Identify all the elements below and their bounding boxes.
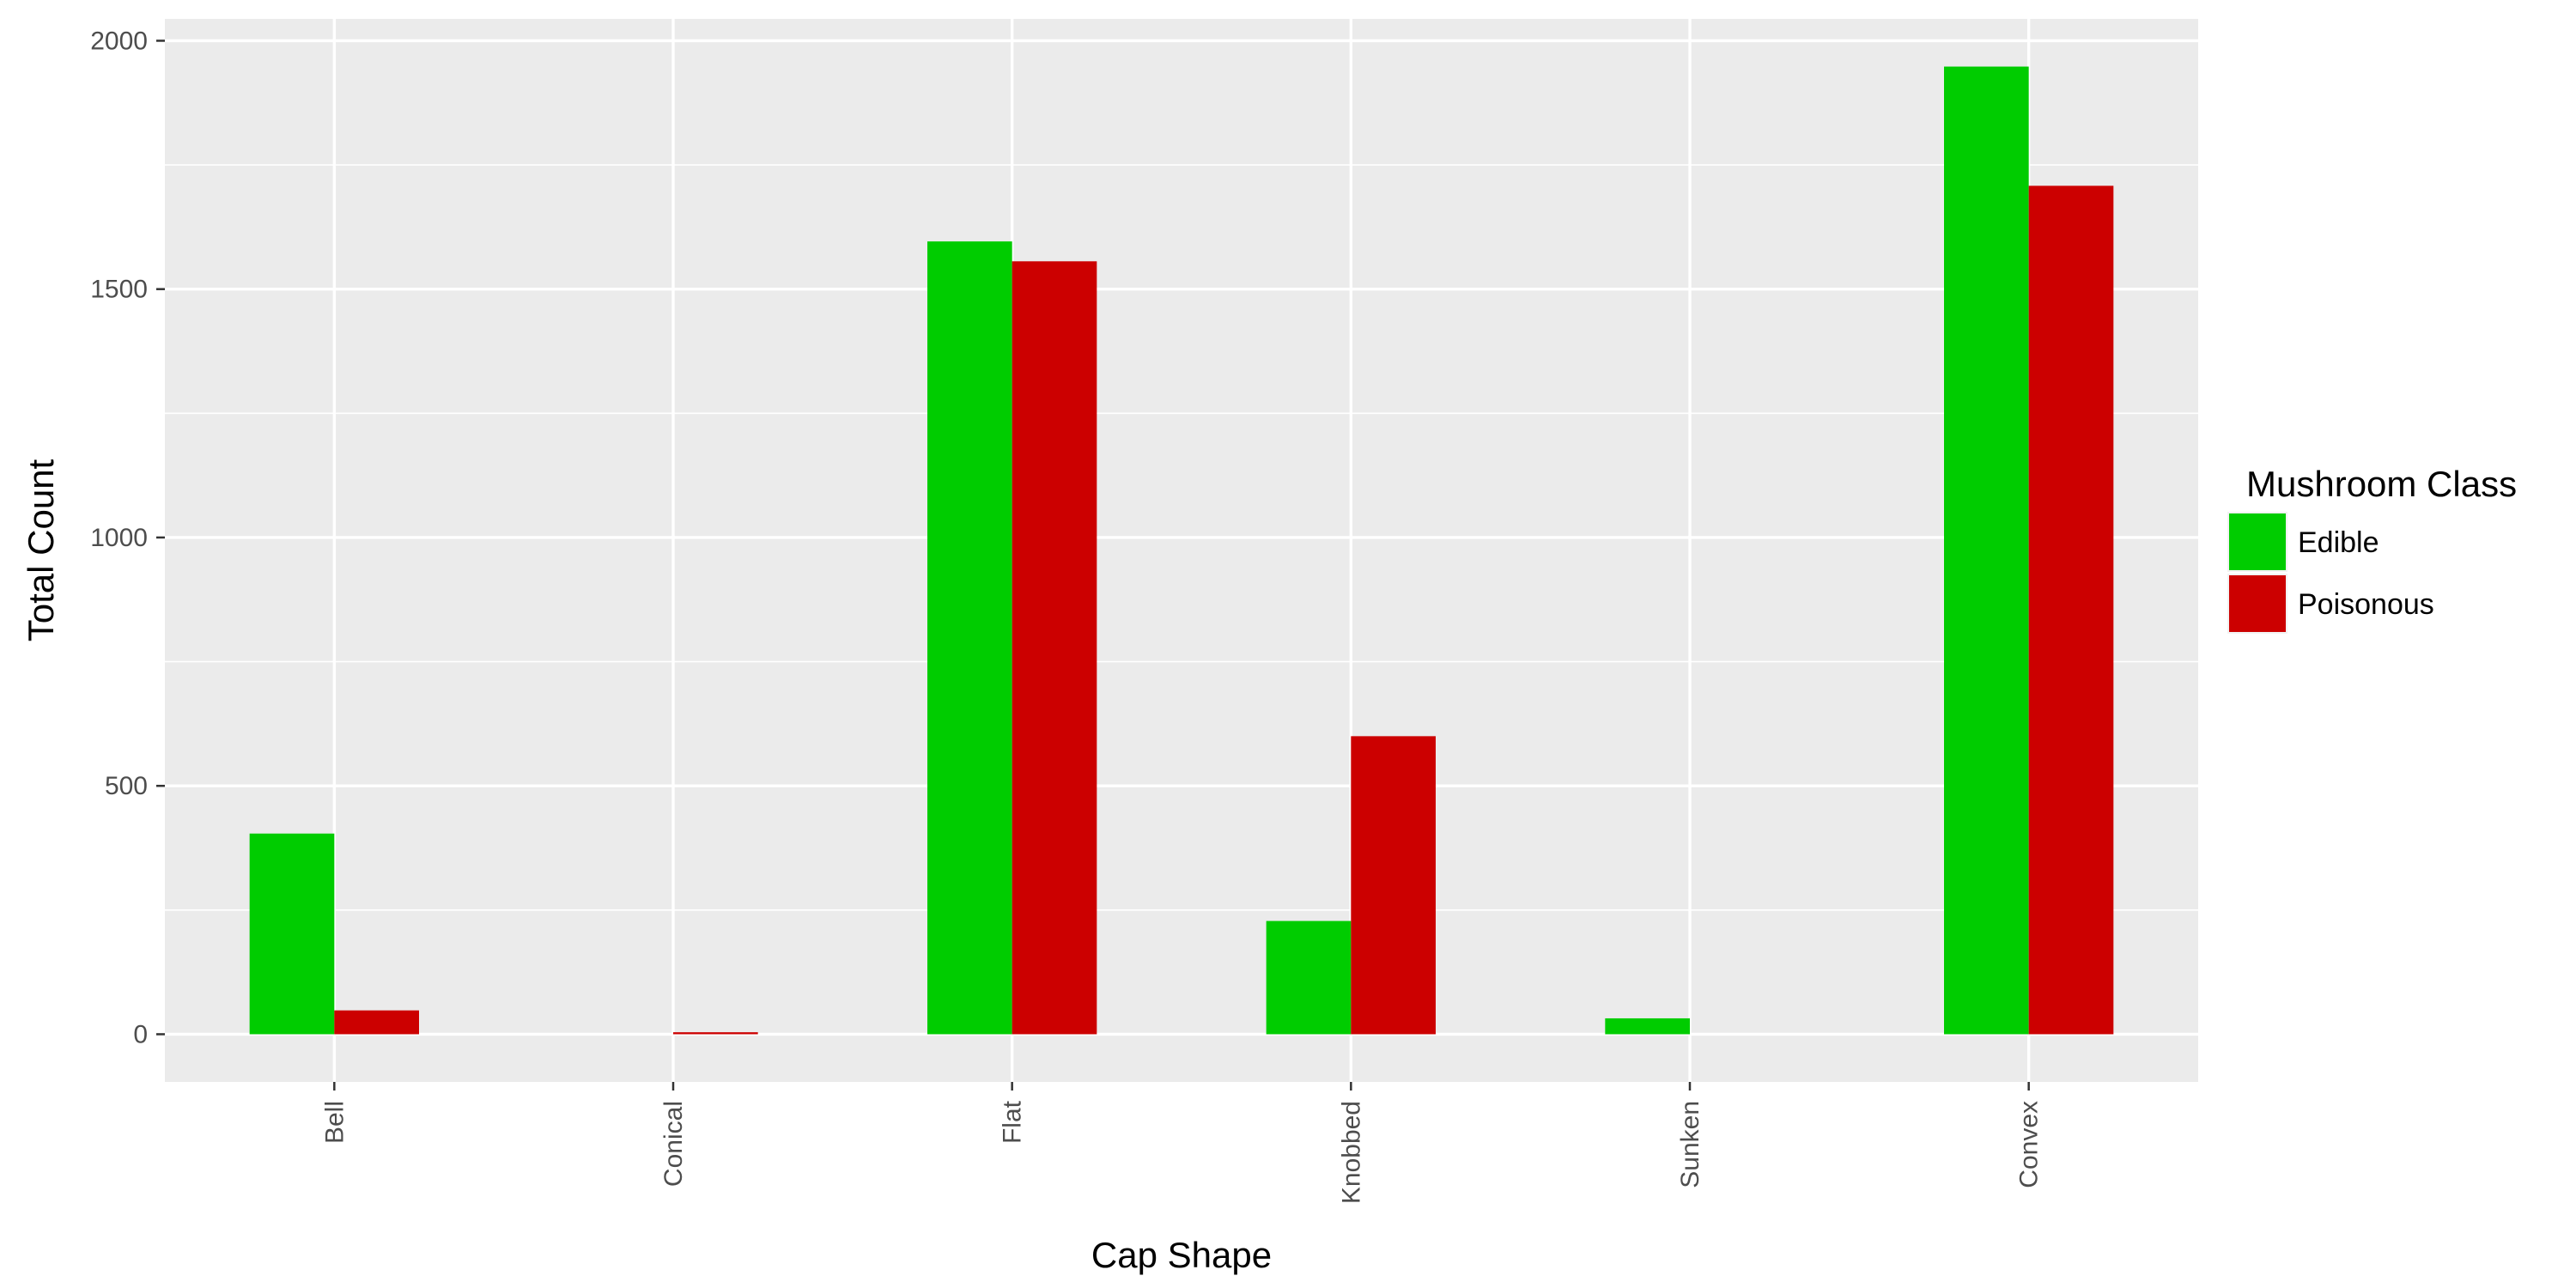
x-tick-label: Sunken: [1676, 1101, 1704, 1188]
legend-key-poisonous: [2229, 575, 2286, 632]
bar-edible-flat: [927, 241, 1012, 1035]
bar-poisonous-conical: [673, 1032, 758, 1035]
x-tick-label: Conical: [659, 1101, 688, 1187]
legend-label-poisonous: Poisonous: [2298, 588, 2434, 621]
y-tick-label: 500: [105, 772, 148, 800]
x-axis: Bell Conical Flat Knobbed Sunken Convex: [320, 1082, 2044, 1204]
y-tick-label: 0: [133, 1020, 148, 1048]
x-tick-label: Knobbed: [1337, 1101, 1365, 1204]
y-tick-label: 1500: [90, 276, 148, 304]
bar-poisonous-flat: [1012, 261, 1097, 1035]
bar-poisonous-bell: [334, 1010, 419, 1035]
y-tick-label: 2000: [90, 27, 148, 55]
bar-poisonous-knobbed: [1351, 736, 1436, 1035]
legend: Mushroom Class Edible Poisonous: [2227, 464, 2517, 634]
panel-background: [165, 19, 2198, 1082]
x-tick-label: Convex: [2015, 1101, 2044, 1188]
bar-edible-bell: [249, 833, 335, 1035]
legend-title: Mushroom Class: [2246, 464, 2517, 504]
legend-label-edible: Edible: [2298, 526, 2379, 559]
bar-edible-sunken: [1605, 1018, 1690, 1035]
bar-edible-convex: [1944, 66, 2029, 1035]
x-axis-title: Cap Shape: [1091, 1235, 1272, 1275]
legend-key-edible: [2229, 513, 2286, 570]
minor-gridlines: [165, 164, 2198, 911]
x-tick-label: Flat: [999, 1100, 1027, 1144]
bars: [249, 66, 2114, 1035]
y-tick-label: 1000: [90, 524, 148, 552]
y-axis: 0 500 1000 1500 2000: [90, 27, 165, 1048]
bar-edible-knobbed: [1266, 920, 1352, 1035]
x-tick-label: Bell: [320, 1101, 349, 1144]
bar-poisonous-convex: [2028, 185, 2114, 1035]
y-axis-title: Total Count: [21, 459, 61, 641]
